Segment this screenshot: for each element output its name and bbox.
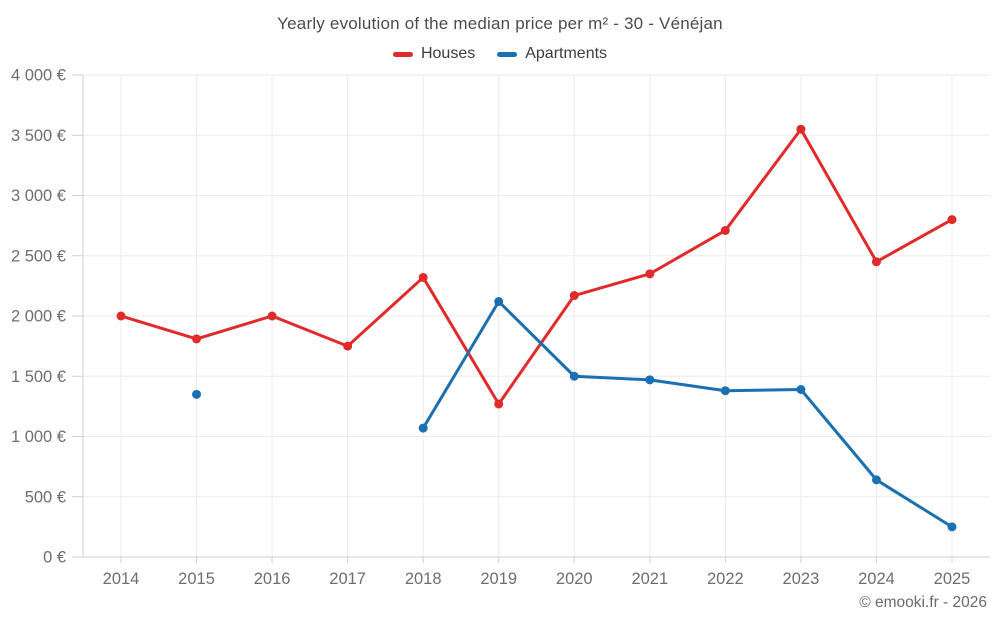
data-point-apartments [494,297,504,307]
data-point-houses [796,124,806,134]
copyright-credit: © emooki.fr - 2026 [859,594,987,611]
data-point-apartments [796,385,806,395]
data-point-houses [871,257,881,267]
data-point-houses [343,341,353,351]
data-point-houses [569,291,579,301]
y-axis-label: 1 000 € [11,428,66,446]
x-axis-label: 2015 [178,570,215,588]
data-point-apartments [947,522,957,532]
chart-legend: Houses Apartments [0,45,1000,63]
data-point-apartments [720,386,730,396]
houses-series-marker-icon [392,51,413,57]
data-point-houses [720,225,730,235]
data-point-houses [192,334,202,344]
data-point-houses [267,311,277,321]
y-axis-label: 3 500 € [11,127,66,145]
series-line-houses [119,127,954,406]
y-axis-label: 2 500 € [11,247,66,265]
x-axis-label: 2023 [783,570,820,588]
data-point-apartments [871,475,881,485]
x-axis-label: 2021 [631,570,668,588]
y-axis-label: 2 000 € [11,308,66,326]
data-point-apartments [569,371,579,381]
legend-label-houses: Houses [420,45,476,62]
data-point-apartments [418,423,428,433]
legend-label-apartments: Apartments [525,45,608,62]
x-axis-label: 2018 [405,570,442,588]
data-point-houses [494,399,504,409]
data-point-houses [947,215,957,225]
x-axis-label: 2020 [556,570,593,588]
x-axis-label: 2017 [329,570,366,588]
y-axis-label: 4 000 € [11,67,66,85]
x-axis-label: 2016 [254,570,291,588]
y-axis-label: 1 500 € [11,368,66,386]
chart-title: Yearly evolution of the median price per… [277,14,723,33]
apartments-series-marker-icon [497,51,518,57]
x-axis-label: 2019 [480,570,517,588]
data-point-houses [116,311,126,321]
data-point-houses [645,269,655,279]
y-axis-label: 3 000 € [11,187,66,205]
x-axis-label: 2024 [858,570,895,588]
y-axis-label: 0 € [43,549,66,567]
data-point-apartments [192,389,202,399]
x-axis-label: 2022 [707,570,744,588]
data-point-houses [418,272,428,282]
y-axis-label: 500 € [25,488,66,506]
x-axis-label: 2014 [103,570,140,588]
data-point-apartments [645,375,655,385]
x-axis-label: 2025 [934,570,971,588]
series-line-apartments [421,300,954,529]
legend-item-houses[interactable]: Houses [392,45,476,63]
legend-item-apartments[interactable]: Apartments [497,45,607,63]
